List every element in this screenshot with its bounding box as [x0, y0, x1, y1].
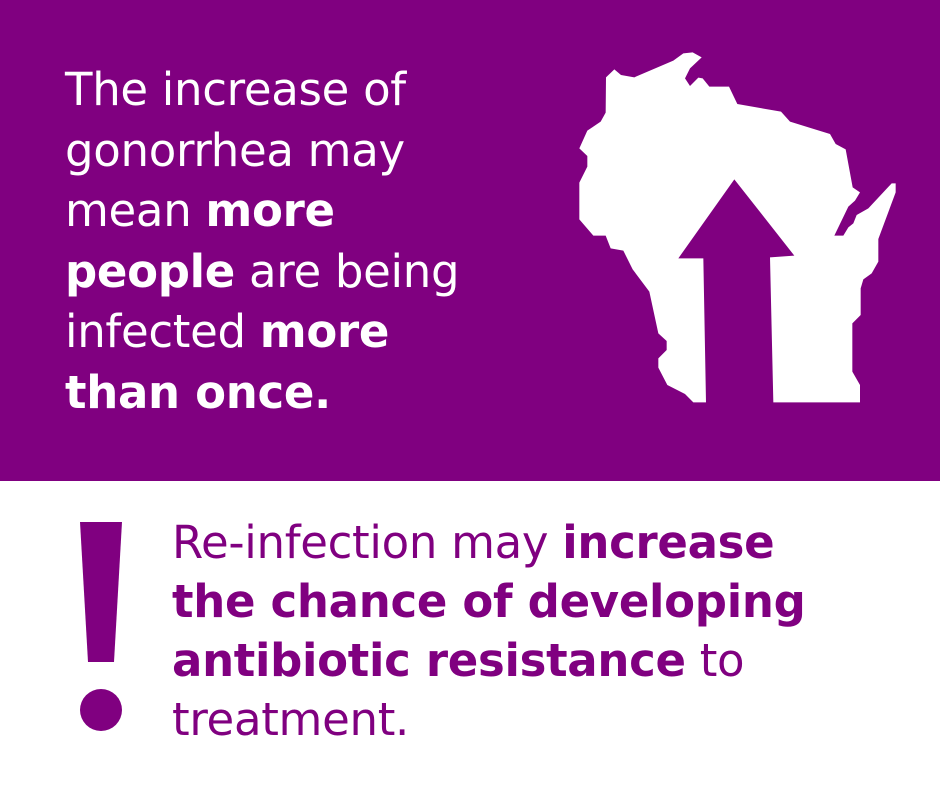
text-segment: mean [65, 184, 206, 237]
emphasis-text: the chance of developing [172, 575, 806, 628]
warning-text: Re-infection may increase the chance of … [172, 513, 806, 749]
text-segment: infected [65, 305, 260, 358]
warning-line: the chance of developing [172, 572, 806, 631]
warning-line: treatment. [172, 690, 805, 749]
text-segment: treatment. [172, 693, 410, 746]
top-banner: The increase of gonorrhea may mean more … [0, 0, 940, 481]
text-segment: to [685, 634, 745, 687]
warning-line: antibiotic resistance to [172, 631, 805, 690]
headline-line: than once. [65, 363, 459, 424]
emphasis-text: than once. [65, 365, 331, 419]
text-segment: are being [235, 244, 460, 298]
emphasis-text: people [65, 244, 236, 298]
text-segment: The increase of [65, 63, 406, 116]
warning-line: Re-infection may increase [172, 513, 805, 572]
headline-line: infected more [65, 302, 459, 363]
headline-line: mean more [65, 181, 459, 242]
exclamation-icon [80, 522, 122, 731]
headline-line: The increase of [65, 60, 459, 121]
wisconsin-up-arrow-icon [579, 52, 896, 403]
emphasis-text: more [205, 184, 335, 237]
headline-text: The increase of gonorrhea may mean more … [65, 60, 460, 424]
text-segment: gonorrhea may [65, 123, 405, 177]
emphasis-text: antibiotic resistance [172, 634, 686, 687]
emphasis-text: increase [562, 516, 775, 569]
emphasis-text: more [259, 305, 390, 358]
text-segment: Re-infection may [172, 516, 563, 569]
headline-line: gonorrhea may [65, 121, 459, 182]
headline-line: people are being [65, 242, 460, 303]
